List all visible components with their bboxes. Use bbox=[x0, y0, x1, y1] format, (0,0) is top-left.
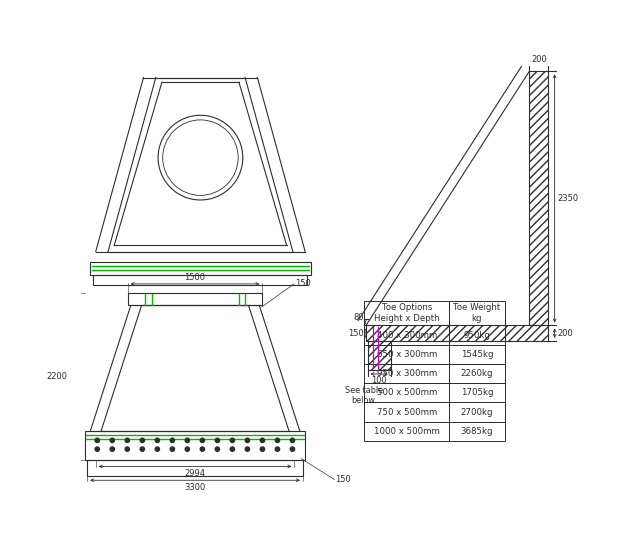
Bar bbox=[449, 422, 504, 441]
Circle shape bbox=[170, 447, 174, 452]
Circle shape bbox=[230, 438, 235, 443]
Text: 3685kg: 3685kg bbox=[460, 427, 493, 436]
Bar bbox=[364, 301, 449, 326]
Bar bbox=[366, 326, 548, 341]
Circle shape bbox=[245, 438, 249, 443]
Circle shape bbox=[245, 447, 249, 452]
Text: 1545kg: 1545kg bbox=[460, 350, 493, 359]
Text: Toe Options
Height x Depth: Toe Options Height x Depth bbox=[374, 304, 439, 323]
Text: 2260kg: 2260kg bbox=[460, 369, 493, 378]
Bar bbox=[93, 276, 307, 285]
Circle shape bbox=[110, 447, 114, 452]
Circle shape bbox=[140, 438, 144, 443]
Text: 500 x 500mm: 500 x 500mm bbox=[377, 388, 437, 397]
Text: 150: 150 bbox=[335, 475, 351, 484]
Bar bbox=[364, 383, 449, 403]
Text: 950 x 300mm: 950 x 300mm bbox=[377, 369, 437, 378]
Text: 650 x 300mm: 650 x 300mm bbox=[377, 350, 437, 359]
Bar bbox=[368, 341, 391, 370]
Text: 3300: 3300 bbox=[184, 482, 205, 492]
Bar bbox=[87, 460, 303, 476]
Bar bbox=[364, 422, 449, 441]
Text: 150: 150 bbox=[296, 279, 311, 288]
Text: 1705kg: 1705kg bbox=[460, 388, 493, 397]
Circle shape bbox=[230, 447, 235, 452]
Bar bbox=[529, 72, 548, 326]
Bar bbox=[449, 345, 504, 364]
Bar bbox=[364, 364, 449, 383]
Text: Toe Weight
kg: Toe Weight kg bbox=[453, 304, 501, 323]
Circle shape bbox=[125, 438, 130, 443]
Text: 1500: 1500 bbox=[184, 273, 205, 282]
Text: 2700kg: 2700kg bbox=[460, 408, 493, 416]
Circle shape bbox=[185, 447, 190, 452]
Bar bbox=[90, 262, 310, 276]
Circle shape bbox=[275, 438, 280, 443]
Bar bbox=[364, 345, 449, 364]
Text: 2350: 2350 bbox=[557, 194, 578, 203]
Text: 400 x 300mm: 400 x 300mm bbox=[377, 331, 437, 339]
Circle shape bbox=[215, 438, 219, 443]
Bar bbox=[449, 403, 504, 422]
Bar bbox=[364, 326, 449, 345]
Text: 80: 80 bbox=[353, 312, 364, 322]
Text: 1000 x 500mm: 1000 x 500mm bbox=[374, 427, 439, 436]
Circle shape bbox=[110, 438, 114, 443]
Bar bbox=[85, 431, 305, 460]
Circle shape bbox=[200, 438, 205, 443]
Text: 2994: 2994 bbox=[184, 469, 205, 478]
Circle shape bbox=[290, 438, 294, 443]
Circle shape bbox=[185, 438, 190, 443]
Circle shape bbox=[95, 438, 99, 443]
Text: 2200: 2200 bbox=[46, 372, 67, 381]
Circle shape bbox=[275, 447, 280, 452]
Bar bbox=[449, 326, 504, 345]
Text: 750 x 500mm: 750 x 500mm bbox=[377, 408, 437, 416]
Bar bbox=[449, 383, 504, 403]
Circle shape bbox=[155, 447, 160, 452]
Text: 150: 150 bbox=[348, 329, 364, 338]
Bar bbox=[449, 301, 504, 326]
Text: See table
below: See table below bbox=[345, 386, 383, 405]
Circle shape bbox=[200, 447, 205, 452]
Text: 950kg: 950kg bbox=[464, 331, 490, 339]
Circle shape bbox=[155, 438, 160, 443]
Circle shape bbox=[125, 447, 130, 452]
Text: 200: 200 bbox=[557, 329, 572, 338]
Bar bbox=[128, 293, 263, 305]
Circle shape bbox=[95, 447, 99, 452]
Circle shape bbox=[260, 438, 265, 443]
Circle shape bbox=[170, 438, 174, 443]
Text: 200: 200 bbox=[531, 54, 547, 64]
Circle shape bbox=[290, 447, 294, 452]
Bar bbox=[449, 364, 504, 383]
Text: 100: 100 bbox=[371, 376, 387, 384]
Circle shape bbox=[260, 447, 265, 452]
Bar bbox=[364, 403, 449, 422]
Circle shape bbox=[215, 447, 219, 452]
Circle shape bbox=[140, 447, 144, 452]
